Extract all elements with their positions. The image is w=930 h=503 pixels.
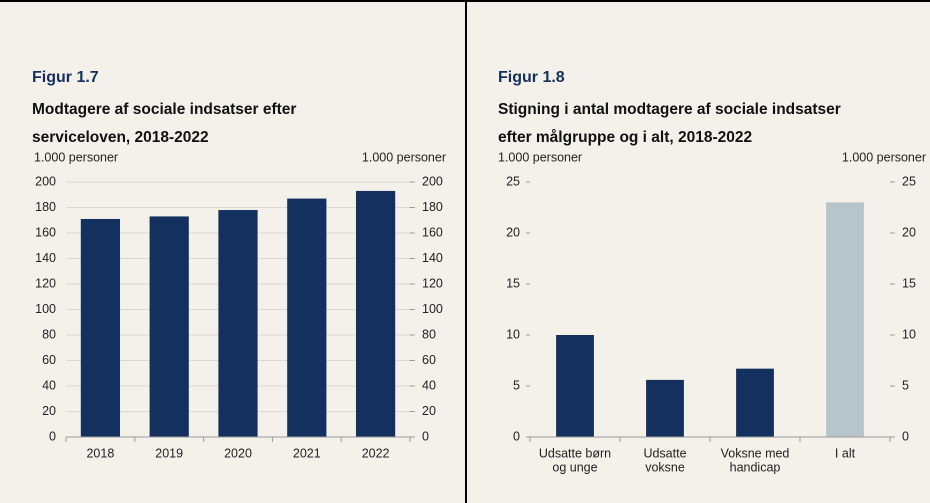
bar bbox=[736, 368, 774, 437]
y-tick-label: 0 bbox=[49, 429, 56, 443]
y2-tick-label: 180 bbox=[422, 200, 443, 214]
x-tick-label: voksne bbox=[645, 460, 685, 474]
y-tick-label: 5 bbox=[513, 378, 520, 392]
bar bbox=[149, 216, 189, 437]
y-tick-label: 20 bbox=[506, 225, 520, 239]
y-tick-label: 120 bbox=[35, 276, 56, 290]
y2-axis-label: 1.000 personer bbox=[362, 150, 446, 164]
bar bbox=[826, 202, 864, 437]
y2-tick-label: 60 bbox=[422, 353, 436, 367]
chart-title: efter målgruppe og i alt, 2018-2022 bbox=[498, 129, 752, 146]
y-tick-label: 0 bbox=[513, 429, 520, 443]
figure-label: Figur 1.8 bbox=[498, 69, 565, 86]
y-tick-label: 80 bbox=[42, 327, 56, 341]
y-tick-label: 40 bbox=[42, 378, 56, 392]
x-tick-label: 2022 bbox=[362, 446, 390, 460]
y2-tick-label: 20 bbox=[902, 225, 916, 239]
bar bbox=[556, 335, 594, 437]
y-tick-label: 10 bbox=[506, 327, 520, 341]
y2-tick-label: 160 bbox=[422, 225, 443, 239]
x-tick-label: Udsatte bbox=[643, 446, 686, 460]
x-tick-label: 2021 bbox=[293, 446, 321, 460]
y2-tick-label: 20 bbox=[422, 404, 436, 418]
y2-tick-label: 0 bbox=[422, 429, 429, 443]
y-tick-label: 20 bbox=[42, 404, 56, 418]
y-tick-label: 160 bbox=[35, 225, 56, 239]
x-tick-label: 2020 bbox=[224, 446, 252, 460]
y2-tick-label: 80 bbox=[422, 327, 436, 341]
bar bbox=[646, 379, 684, 437]
y-tick-label: 25 bbox=[506, 174, 520, 188]
chart-title: Stigning i antal modtagere af sociale in… bbox=[498, 101, 841, 118]
y-tick-label: 15 bbox=[506, 276, 520, 290]
x-tick-label: Udsatte børn bbox=[539, 446, 611, 460]
y2-tick-label: 5 bbox=[902, 378, 909, 392]
y2-tick-label: 25 bbox=[902, 174, 916, 188]
y-axis-label: 1.000 personer bbox=[498, 150, 582, 164]
x-tick-label: handicap bbox=[730, 460, 781, 474]
y-tick-label: 60 bbox=[42, 353, 56, 367]
x-tick-label: 2019 bbox=[155, 446, 183, 460]
bar bbox=[218, 210, 258, 437]
chart-title: Modtagere af sociale indsatser efter bbox=[32, 101, 296, 118]
y-tick-label: 180 bbox=[35, 200, 56, 214]
y2-tick-label: 200 bbox=[422, 174, 443, 188]
x-tick-label: 2018 bbox=[86, 446, 114, 460]
y2-tick-label: 10 bbox=[902, 327, 916, 341]
y2-tick-label: 40 bbox=[422, 378, 436, 392]
x-tick-label: og unge bbox=[552, 460, 597, 474]
y2-tick-label: 140 bbox=[422, 251, 443, 265]
bar bbox=[80, 218, 121, 437]
y-axis-label: 1.000 personer bbox=[34, 150, 118, 164]
y-tick-label: 100 bbox=[35, 302, 56, 316]
bar bbox=[355, 190, 396, 437]
y2-tick-label: 100 bbox=[422, 302, 443, 316]
y-tick-label: 140 bbox=[35, 251, 56, 265]
y2-axis-label: 1.000 personer bbox=[842, 150, 926, 164]
figure-label: Figur 1.7 bbox=[32, 69, 99, 86]
y2-tick-label: 0 bbox=[902, 429, 909, 443]
y-tick-label: 200 bbox=[35, 174, 56, 188]
x-tick-label: I alt bbox=[835, 446, 856, 460]
y2-tick-label: 15 bbox=[902, 276, 916, 290]
chart-title: serviceloven, 2018-2022 bbox=[32, 129, 209, 146]
x-tick-label: Voksne med bbox=[721, 446, 790, 460]
bar bbox=[287, 198, 327, 437]
y2-tick-label: 120 bbox=[422, 276, 443, 290]
